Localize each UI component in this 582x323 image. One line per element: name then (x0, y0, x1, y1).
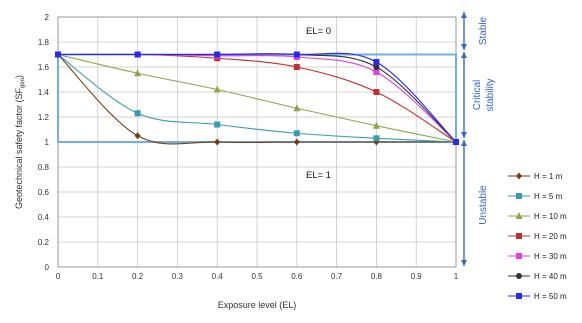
zone-label-unstable: Unstable (478, 185, 489, 225)
x-tick-label: 0.8 (371, 272, 383, 281)
legend-marker-h-10-m (515, 212, 523, 219)
data-point-h-10-m (372, 121, 380, 129)
x-tick-label: 0.6 (291, 272, 303, 281)
x-tick-label: 0.3 (172, 272, 184, 281)
y-tick-label: 0 (45, 263, 50, 272)
legend-label-h-40-m: H = 40 m (534, 272, 567, 281)
data-point-h-5-m (293, 130, 300, 137)
legend-label-h-5-m: H = 5 m (534, 192, 563, 201)
y-tick-label: 0.4 (38, 213, 50, 222)
legend-label-h-10-m: H = 10 m (534, 212, 567, 221)
annotation-el-1: EL= 1 (306, 170, 331, 181)
data-point-h-1-m (293, 138, 300, 146)
y-tick-label: 0.6 (38, 188, 50, 197)
critical-bracket-arrow-down (461, 132, 467, 138)
critical-bracket-arrow-up (461, 52, 467, 58)
x-tick-labels: 0 0.1 0.2 0.3 0.4 0.5 0.6 0.7 0.8 0.9 1 (56, 272, 459, 281)
annotation-el-0: EL= 0 (306, 26, 331, 37)
y-tick-label: 1.6 (38, 63, 50, 72)
legend-marker-h-5-m (516, 193, 522, 199)
stability-zones (461, 12, 467, 266)
y-axis-label-close: ) (14, 75, 24, 78)
x-tick-label: 0.1 (92, 272, 104, 281)
data-point-h-1-m (214, 138, 221, 146)
zone-label-stable: Stable (478, 16, 489, 45)
data-point-h-50-m (293, 51, 300, 58)
y-tick-label: 1.4 (38, 88, 50, 97)
y-tick-label: 0.8 (38, 163, 50, 172)
data-point-h-5-m (134, 110, 141, 117)
data-point-h-50-m (134, 51, 141, 58)
data-point-h-50-m (373, 59, 380, 65)
data-point-h-10-m (213, 85, 221, 93)
legend-marker-h-1-m (516, 172, 522, 180)
data-point-h-50-m (214, 51, 221, 58)
data-point-h-20-m (293, 64, 300, 70)
y-tick-label: 2 (45, 13, 50, 22)
x-tick-label: 1 (454, 272, 459, 281)
x-tick-label: 0.4 (212, 272, 224, 281)
series-line-h-5-m (57, 54, 457, 143)
x-tick-label: 0.2 (132, 272, 144, 281)
y-axis-label-main: Geotechnical safety factor (SF (14, 87, 24, 209)
data-point-h-40-m (373, 64, 380, 70)
unstable-bracket-arrow-down (461, 260, 467, 266)
legend-label-h-1-m: H = 1 m (534, 172, 563, 181)
legend-marker-h-50-m (516, 293, 522, 299)
y-tick-label: 0.2 (38, 238, 50, 247)
legend-marker-h-40-m (516, 273, 522, 279)
x-axis-label: Exposure level (EL) (218, 300, 297, 310)
stable-bracket-arrow-up (461, 12, 467, 18)
stable-bracket-arrow-down (461, 44, 467, 50)
legend-marker-h-30-m (516, 253, 522, 259)
x-tick-label: 0 (56, 272, 61, 281)
data-point-h-50-m (55, 51, 61, 58)
data-point-h-5-m (373, 135, 380, 142)
data-point-h-50-m (453, 139, 459, 145)
x-tick-label: 0.9 (411, 272, 423, 281)
y-tick-label: 1.8 (38, 38, 50, 47)
legend: H = 1 m H = 5 m H = 10 m H = 20 m H = 30 m H … (508, 172, 567, 301)
x-tick-label: 0.5 (251, 272, 263, 281)
legend-marker-h-20-m (516, 233, 522, 239)
legend-label-h-20-m: H = 20 m (534, 232, 567, 241)
data-point-h-10-m (293, 104, 301, 112)
y-axis-label-subscript: geo (20, 77, 26, 88)
data-point-h-20-m (373, 89, 380, 95)
legend-label-h-30-m: H = 30 m (534, 252, 567, 261)
x-tick-label: 0.7 (331, 272, 343, 281)
zone-label-stability: stability (485, 78, 496, 111)
data-point-h-30-m (373, 69, 380, 75)
y-axis-label: Geotechnical safety factor (SFgeo) (14, 75, 26, 209)
series-lines (57, 52, 457, 145)
data-point-h-10-m (134, 69, 142, 77)
series-line-h-50-m (58, 52, 457, 143)
series-line-h-10-m (57, 53, 457, 143)
data-point-h-1-m (134, 132, 141, 140)
data-point-h-5-m (214, 121, 221, 128)
series-line-h-1-m (57, 54, 456, 145)
series-markers (54, 50, 460, 146)
legend-label-h-50-m: H = 50 m (534, 292, 567, 301)
y-tick-label: 1 (45, 138, 50, 147)
unstable-bracket-arrow-up (461, 140, 467, 146)
y-tick-labels: 0 0.2 0.4 0.6 0.8 1 1.2 1.4 1.6 1.8 2 (38, 13, 50, 272)
zone-label-critical: Critical (472, 80, 483, 111)
y-tick-label: 1.2 (38, 113, 50, 122)
